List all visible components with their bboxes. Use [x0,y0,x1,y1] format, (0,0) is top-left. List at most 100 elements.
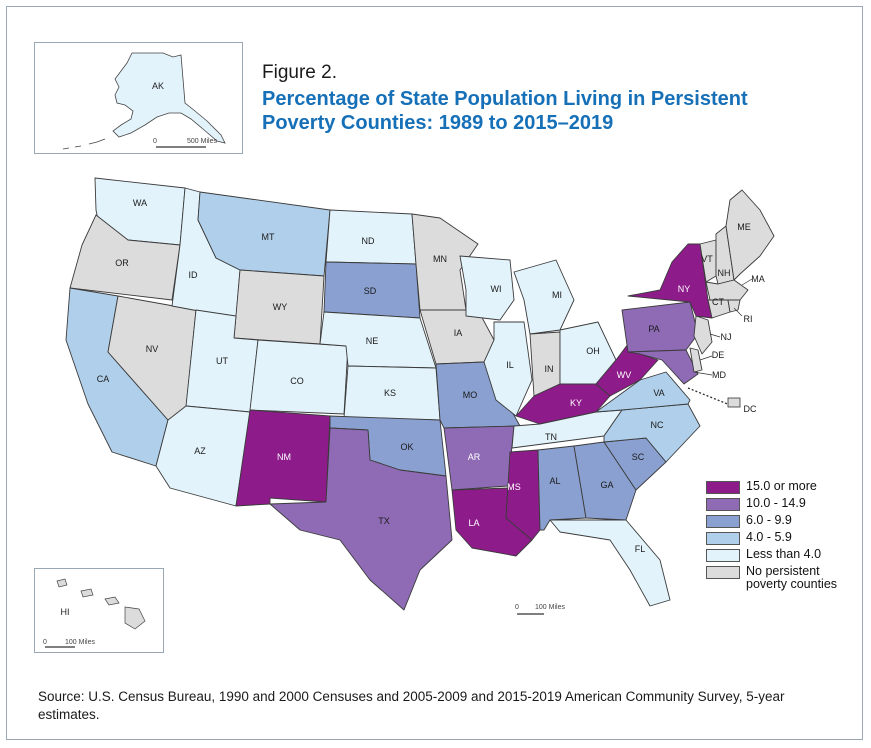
state-label-TX: TX [378,516,390,526]
state-label-MN: MN [433,254,447,264]
state-FL [549,519,671,607]
legend-swatch [706,498,740,511]
state-label-CT: CT [712,297,724,307]
state-label-GA: GA [600,480,613,490]
state-label-IN: IN [545,364,554,374]
state-label-VT: VT [701,254,713,264]
figure-label: Figure 2. [262,62,337,83]
state-label-SC: SC [632,452,645,462]
state-label-IA: IA [454,328,463,338]
state-label-NY: NY [678,284,691,294]
state-label-MT: MT [262,232,275,242]
state-HI-big-island [124,606,146,630]
state-AK [112,52,226,144]
state-AZ [155,405,251,507]
state-label-WY: WY [273,302,288,312]
legend: 15.0 or more 10.0 - 14.9 6.0 - 9.9 4.0 -… [706,480,856,594]
state-ME [725,189,775,281]
state-label-MO: MO [463,390,478,400]
state-WV [595,343,659,397]
state-DE [689,347,703,373]
legend-swatch [706,515,740,528]
state-NJ [693,315,713,355]
state-WI [459,255,515,321]
legend-swatch [706,481,740,494]
legend-label: Less than 4.0 [746,547,822,561]
legend-label: 4.0 - 5.9 [746,530,792,544]
state-label-NC: NC [651,420,664,430]
legend-item: 4.0 - 5.9 [706,531,856,547]
hawaii-map: HI 0 100 Miles [43,578,146,648]
state-label-ME: ME [737,222,751,232]
state-label-MI: MI [552,290,562,300]
state-HI-kauai [56,578,68,588]
state-OR [69,214,181,301]
state-label-OR: OR [115,258,129,268]
state-MN [411,213,479,311]
state-label-AL: AL [549,476,560,486]
legend-label: 15.0 or more [746,479,817,493]
state-label-AK: AK [152,81,164,91]
scale-label-alaska: 500 Miles [187,138,217,145]
legend-item: 15.0 or more [706,480,856,496]
figure-title: Percentage of State Population Living in… [262,88,748,134]
legend-label: No persistent poverty counties [746,564,838,591]
state-MD [627,349,699,385]
scale-zero-alaska: 0 [153,138,157,145]
state-label-NM: NM [277,452,291,462]
state-label-NH: NH [718,268,731,278]
state-RI [727,299,741,313]
state-label-AZ: AZ [194,446,206,456]
scale-label-mainland: 100 Miles [535,604,565,611]
state-label-TN: TN [545,432,557,442]
legend-item: 10.0 - 14.9 [706,497,856,513]
legend-swatch [706,532,740,545]
state-label-SD: SD [364,286,377,296]
state-label-OK: OK [400,442,413,452]
state-label-IL: IL [506,360,514,370]
alaska-map: AK 0 500 Miles [62,52,226,150]
legend-label: 10.0 - 14.9 [746,496,806,510]
state-label-WV: WV [617,370,632,380]
state-IL [483,321,533,417]
state-label-WA: WA [133,198,147,208]
state-label-ID: ID [189,270,199,280]
hawaii-inset: HI 0 100 Miles [34,568,164,653]
state-label-CA: CA [97,374,110,384]
legend-item: Less than 4.0 [706,548,856,564]
callout-NJ [709,333,721,338]
state-label-KY: KY [570,398,582,408]
state-TX [269,427,453,611]
legend-label: 6.0 - 9.9 [746,513,792,527]
figure-frame [6,6,863,740]
callout-DC [687,387,731,406]
scale-zero-hawaii: 0 [43,639,47,646]
legend-swatch [706,549,740,562]
state-label-NV: NV [146,344,159,354]
state-label-DE: DE [712,350,725,360]
scale-zero-mainland: 0 [515,604,519,611]
state-label-KS: KS [384,388,396,398]
state-label-MS: MS [507,482,521,492]
callout-MA [741,278,753,286]
state-label-ND: ND [362,236,375,246]
callout-MD [693,371,713,376]
state-label-AR: AR [468,452,481,462]
state-label-HI: HI [61,607,70,617]
legend-item: No persistent poverty counties [706,565,856,593]
scale-label-hawaii: 100 Miles [65,639,95,646]
state-label-MD: MD [712,370,726,380]
state-HI-oahu [80,588,94,598]
legend-item: 6.0 - 9.9 [706,514,856,530]
state-label-FL: FL [635,544,646,554]
callout-DE [699,355,713,361]
state-GA [573,441,637,521]
state-label-VA: VA [653,388,664,398]
state-label-NJ: NJ [721,332,732,342]
state-HI-maui [104,596,120,606]
state-label-DC: DC [744,404,757,414]
state-label-NE: NE [366,336,379,346]
state-label-MA: MA [751,274,765,284]
state-label-UT: UT [216,356,228,366]
